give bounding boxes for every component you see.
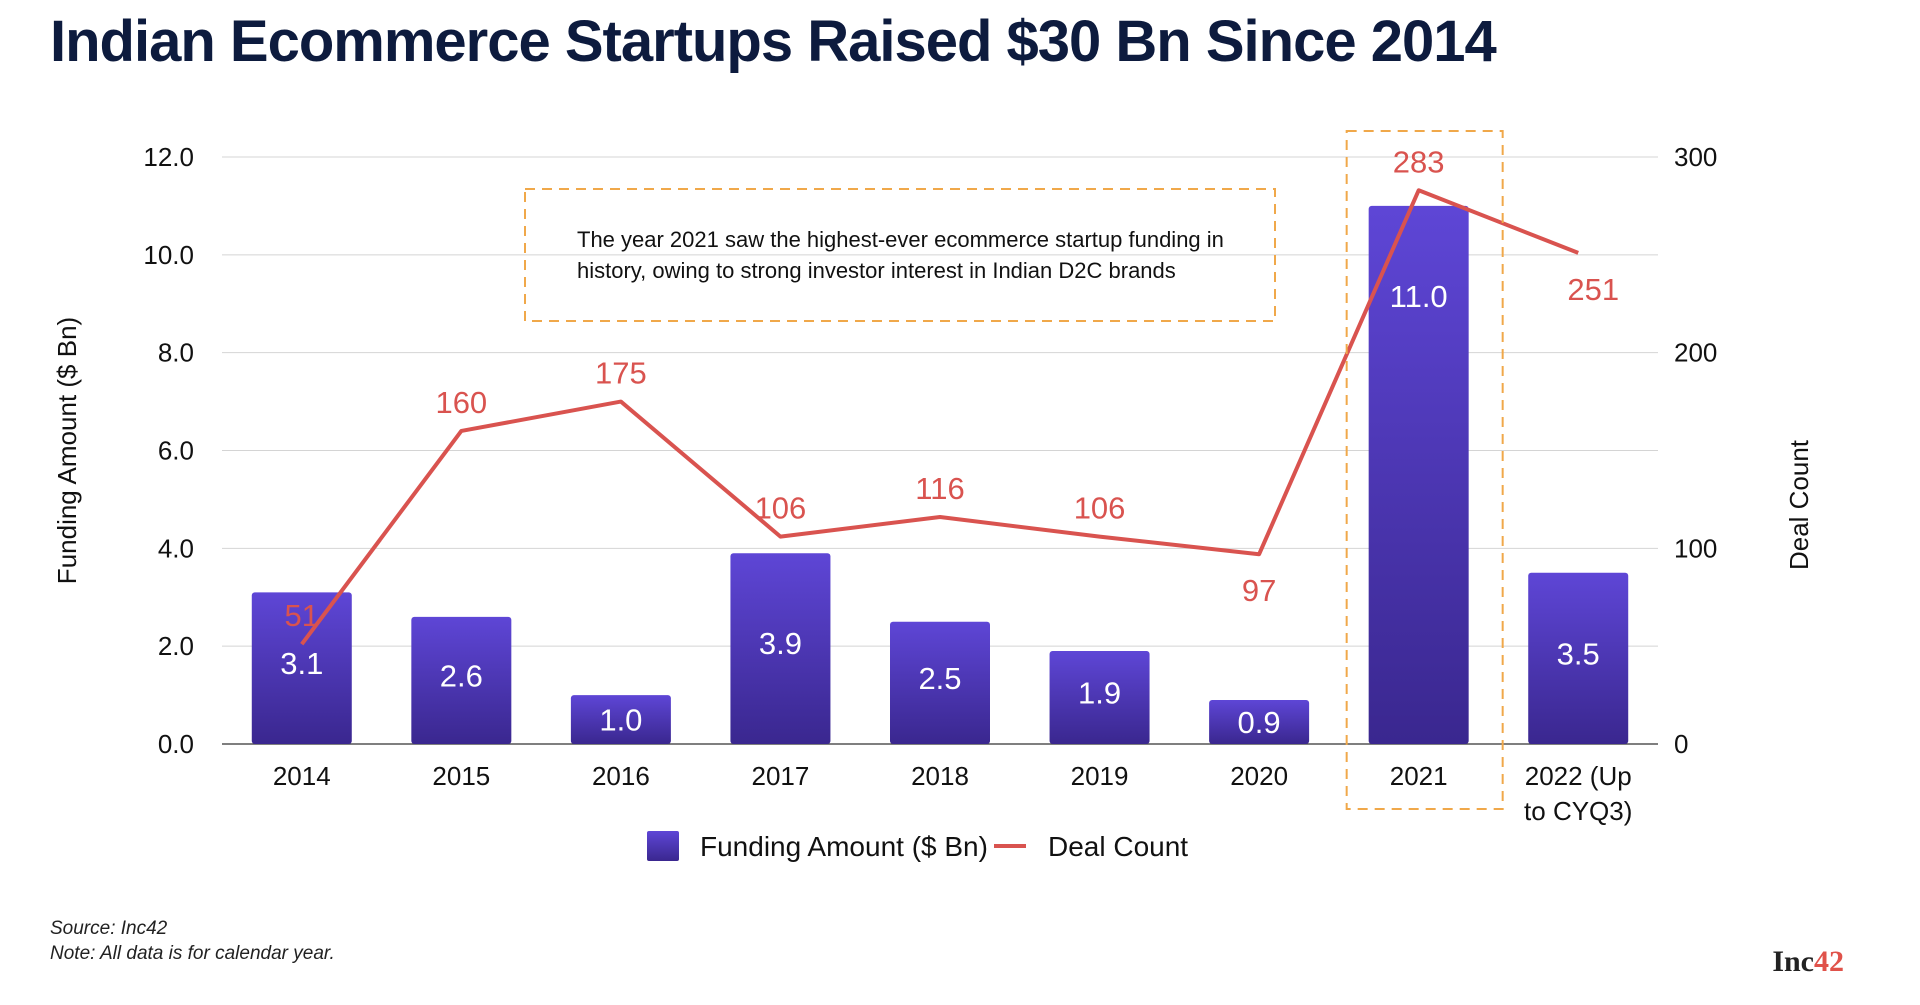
brand-logo-main: Inc xyxy=(1772,945,1814,978)
deal-count-label: 116 xyxy=(915,471,964,506)
bar xyxy=(411,616,512,744)
bar xyxy=(1368,205,1469,744)
bar xyxy=(251,592,352,744)
bar-value-label: 1.0 xyxy=(599,703,642,738)
deal-count-label: 106 xyxy=(755,491,807,526)
highlight-box-2021 xyxy=(1345,130,1504,810)
x-tick-label: 2018 xyxy=(911,761,969,791)
bar-value-label: 3.9 xyxy=(759,626,802,661)
bar-value-label: 3.1 xyxy=(280,646,323,681)
source-note: Source: Inc42 xyxy=(50,918,168,939)
x-tick-label: 2016 xyxy=(592,761,650,791)
brand-logo-accent: 42 xyxy=(1814,945,1844,978)
deal-count-label: 51 xyxy=(285,598,319,633)
bar xyxy=(570,695,671,744)
x-tick-label: 2021 xyxy=(1390,761,1448,791)
data-note: Note: All data is for calendar year. xyxy=(50,943,335,964)
deal-count-label: 160 xyxy=(435,385,487,420)
y2-tick-label: 0 xyxy=(1674,729,1688,759)
x-tick-label: 2014 xyxy=(273,761,331,791)
deal-count-label: 283 xyxy=(1393,144,1445,179)
y-axis-title: Funding Amount ($ Bn) xyxy=(52,317,82,584)
y-tick-label: 10.0 xyxy=(143,240,194,270)
bar-value-label: 3.5 xyxy=(1557,636,1600,671)
annotation-text: history, owing to strong investor intere… xyxy=(577,258,1176,283)
annotation-text: The year 2021 saw the highest-ever ecomm… xyxy=(577,227,1224,252)
x-tick-label: 2015 xyxy=(432,761,490,791)
deal-count-label: 251 xyxy=(1567,272,1619,307)
y-tick-label: 12.0 xyxy=(143,142,194,172)
x-tick-label: 2019 xyxy=(1071,761,1129,791)
bar-value-label: 1.9 xyxy=(1078,676,1121,711)
bar xyxy=(1049,651,1150,744)
bar xyxy=(1528,572,1629,744)
x-tick-label: to CYQ3) xyxy=(1524,796,1632,826)
bar xyxy=(730,553,831,744)
y-tick-label: 2.0 xyxy=(158,631,194,661)
y-tick-label: 0.0 xyxy=(158,729,194,759)
deal-count-label: 175 xyxy=(595,356,647,391)
y2-axis-title: Deal Count xyxy=(1784,439,1814,570)
y-tick-label: 6.0 xyxy=(158,436,194,466)
deal-count-line xyxy=(300,188,1579,646)
x-tick-label: 2020 xyxy=(1230,761,1288,791)
y-tick-label: 8.0 xyxy=(158,338,194,368)
legend-label-deal-count: Deal Count xyxy=(1048,831,1188,862)
legend-swatch-funding xyxy=(647,831,679,861)
y2-tick-label: 200 xyxy=(1674,338,1717,368)
bar xyxy=(890,621,990,744)
bar-value-label: 0.9 xyxy=(1238,705,1281,740)
chart-title: Indian Ecommerce Startups Raised $30 Bn … xyxy=(50,9,1497,74)
brand-logo: Inc42 xyxy=(1772,945,1844,979)
x-tick-label: 2017 xyxy=(752,761,810,791)
x-tick-label: 2022 (Up xyxy=(1525,761,1632,791)
y2-tick-label: 300 xyxy=(1674,142,1717,172)
bar-value-label: 2.5 xyxy=(918,661,961,696)
deal-count-label: 106 xyxy=(1074,491,1126,526)
annotation-box xyxy=(524,188,1276,322)
y2-tick-label: 100 xyxy=(1674,533,1717,563)
bar-value-label: 11.0 xyxy=(1390,279,1448,314)
bar-value-label: 2.6 xyxy=(440,658,483,693)
bar xyxy=(1209,699,1310,744)
deal-count-label: 97 xyxy=(1242,573,1276,608)
y-tick-label: 4.0 xyxy=(158,533,194,563)
legend-label-funding: Funding Amount ($ Bn) xyxy=(700,831,988,862)
